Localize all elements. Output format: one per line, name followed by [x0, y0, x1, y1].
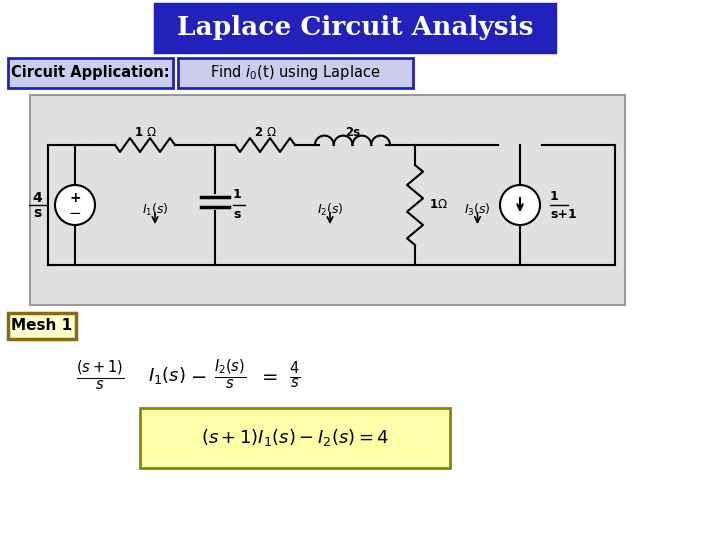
Text: $I_2(s)$: $I_2(s)$: [317, 202, 343, 218]
Text: 1 $\Omega$: 1 $\Omega$: [133, 125, 156, 138]
Text: Find $i_0$(t) using Laplace: Find $i_0$(t) using Laplace: [210, 64, 381, 83]
Text: Mesh 1: Mesh 1: [12, 319, 73, 334]
Text: 2s: 2s: [345, 125, 360, 138]
Text: s: s: [233, 207, 240, 220]
Text: $-$: $-$: [190, 366, 206, 384]
Text: +: +: [69, 191, 81, 205]
FancyBboxPatch shape: [140, 408, 450, 468]
Text: 1: 1: [233, 188, 242, 201]
Text: 1: 1: [550, 191, 559, 204]
FancyBboxPatch shape: [8, 58, 173, 88]
FancyBboxPatch shape: [178, 58, 413, 88]
FancyBboxPatch shape: [8, 313, 76, 339]
Text: 4: 4: [32, 191, 42, 205]
Text: $(s+1)I_1(s)-I_2(s)=4$: $(s+1)I_1(s)-I_2(s)=4$: [201, 428, 389, 449]
Circle shape: [500, 185, 540, 225]
Text: Circuit Application:: Circuit Application:: [12, 65, 170, 80]
Text: $\frac{(s+1)}{s}$: $\frac{(s+1)}{s}$: [76, 358, 124, 392]
Circle shape: [55, 185, 95, 225]
Text: s+1: s+1: [550, 207, 577, 220]
Text: $I_3(s)$: $I_3(s)$: [464, 202, 491, 218]
Text: $\frac{I_2(s)}{s}$: $\frac{I_2(s)}{s}$: [214, 358, 246, 392]
Text: 2 $\Omega$: 2 $\Omega$: [253, 125, 276, 138]
Text: $I_1(s)$: $I_1(s)$: [148, 364, 186, 386]
Text: Laplace Circuit Analysis: Laplace Circuit Analysis: [176, 16, 534, 40]
Text: $=$: $=$: [258, 366, 278, 384]
Text: −: −: [68, 206, 81, 220]
Text: 1$\Omega$: 1$\Omega$: [429, 199, 448, 212]
FancyBboxPatch shape: [30, 95, 625, 305]
Text: $I_1(s)$: $I_1(s)$: [142, 202, 168, 218]
FancyBboxPatch shape: [155, 4, 555, 52]
Text: $\frac{4}{s}$: $\frac{4}{s}$: [289, 359, 301, 391]
Text: s: s: [33, 206, 41, 220]
